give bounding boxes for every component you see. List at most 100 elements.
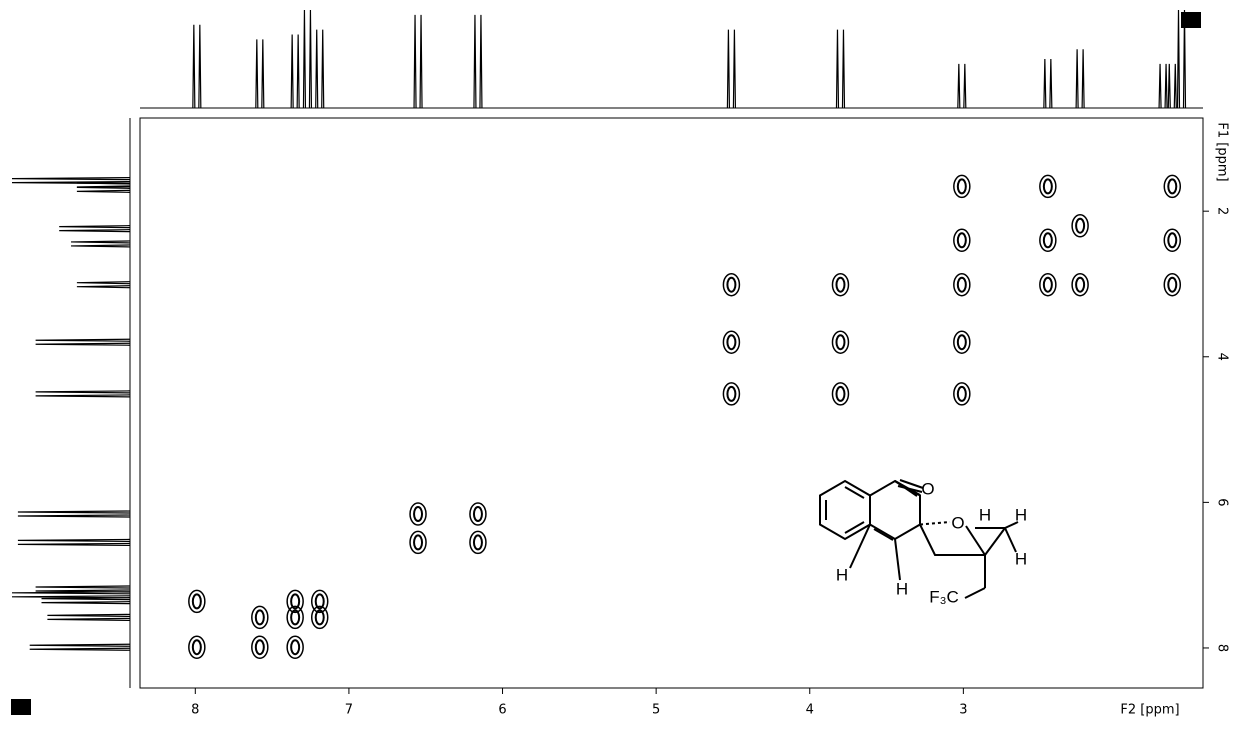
cross-peak-core bbox=[956, 232, 967, 249]
marker-square bbox=[11, 699, 31, 715]
bond bbox=[965, 525, 986, 556]
cross-peak-core bbox=[314, 609, 325, 626]
projection-peak-top bbox=[290, 34, 300, 109]
projection-peak-left bbox=[59, 225, 131, 233]
cross-peak-core bbox=[191, 639, 202, 656]
bold-bond bbox=[919, 524, 985, 556]
cross-peak-core bbox=[191, 593, 202, 610]
cross-peak bbox=[409, 530, 427, 555]
structure-label: O bbox=[921, 479, 934, 498]
cross-peak-core bbox=[726, 276, 737, 293]
cross-peak bbox=[1163, 272, 1182, 297]
cross-peak bbox=[1039, 174, 1057, 199]
cross-peak bbox=[469, 502, 487, 526]
cross-peak bbox=[188, 589, 206, 614]
bond bbox=[844, 521, 865, 534]
cross-peak-core bbox=[1167, 276, 1178, 293]
cross-peak bbox=[1163, 174, 1182, 199]
structure-label: H bbox=[1015, 505, 1027, 524]
cross-peak bbox=[722, 272, 741, 297]
structure-label: F₃C bbox=[929, 587, 959, 606]
bond bbox=[964, 587, 986, 599]
cross-peak-core bbox=[835, 385, 846, 402]
cross-peak bbox=[251, 605, 269, 630]
cross-peak bbox=[831, 272, 850, 297]
cross-peak bbox=[1163, 228, 1182, 253]
projection-peak-left bbox=[17, 538, 131, 547]
bond bbox=[844, 486, 865, 499]
bond bbox=[1004, 527, 1017, 553]
hashed-bond bbox=[919, 521, 951, 526]
cross-peak bbox=[286, 635, 304, 659]
plot-frame bbox=[139, 117, 1204, 689]
bond bbox=[984, 527, 1006, 556]
projection-peak-left bbox=[29, 643, 131, 651]
structure-label: H bbox=[1015, 549, 1027, 568]
cross-peak bbox=[310, 589, 329, 614]
projection-peak-left bbox=[11, 591, 131, 599]
y-tick-label: 2 bbox=[1215, 207, 1230, 215]
projection-peak-left bbox=[35, 390, 131, 398]
cross-peak bbox=[953, 382, 971, 406]
cross-peak bbox=[286, 605, 304, 630]
cross-peak bbox=[469, 530, 487, 555]
cross-peak bbox=[722, 382, 741, 406]
projection-peak-top bbox=[1043, 58, 1053, 109]
cross-peak bbox=[251, 635, 269, 659]
x-axis-label: F2 [ppm] bbox=[1120, 703, 1179, 718]
x-tick-label: 6 bbox=[498, 703, 506, 718]
projection-peak-top bbox=[315, 29, 325, 109]
cross-peak bbox=[722, 330, 741, 354]
cross-peak-core bbox=[1042, 178, 1053, 195]
cross-peak-core bbox=[254, 609, 265, 626]
marker-square bbox=[1181, 12, 1201, 28]
cross-peak-core bbox=[835, 334, 846, 351]
projection-peak-top bbox=[473, 14, 483, 109]
bond bbox=[849, 524, 871, 569]
projection-peak-left bbox=[11, 177, 131, 185]
projection-peak-top bbox=[1167, 63, 1177, 109]
cross-peak-core bbox=[956, 178, 967, 195]
projection-peak-top bbox=[1075, 49, 1085, 109]
cross-peak-core bbox=[314, 593, 325, 610]
cross-peak-core bbox=[472, 506, 483, 523]
cross-peak-core bbox=[726, 385, 737, 402]
projection-peak-top bbox=[1176, 9, 1187, 109]
carbonyl-bond bbox=[899, 479, 924, 489]
y-axis-label: F1 [ppm] bbox=[1215, 122, 1230, 181]
cross-peak bbox=[831, 382, 850, 406]
structure-label: H bbox=[979, 505, 991, 524]
cross-peak-core bbox=[290, 593, 301, 610]
cross-peak bbox=[409, 502, 427, 526]
cross-peak-core bbox=[956, 385, 967, 402]
cross-peak-core bbox=[1075, 276, 1086, 293]
projection-peak-left bbox=[17, 510, 131, 518]
projection-peak-top bbox=[302, 9, 313, 109]
bond bbox=[894, 538, 901, 581]
projection-peak-left bbox=[35, 585, 131, 593]
y-tick-label: 4 bbox=[1215, 353, 1230, 361]
cross-peak-core bbox=[290, 639, 301, 656]
benzene-ring bbox=[819, 479, 871, 541]
projection-peak-left bbox=[35, 338, 131, 346]
cross-peak bbox=[1039, 272, 1057, 297]
projection-peak-top bbox=[835, 29, 846, 109]
cross-peak-core bbox=[956, 276, 967, 293]
cross-peak bbox=[953, 174, 971, 199]
cross-peak bbox=[188, 635, 206, 659]
projection-peak-left bbox=[47, 613, 131, 621]
cross-peak bbox=[1071, 272, 1089, 297]
cross-peak-core bbox=[1167, 178, 1178, 195]
cross-peak-core bbox=[1167, 232, 1178, 249]
x-tick-label: 7 bbox=[345, 703, 353, 718]
cross-peak-core bbox=[1042, 276, 1053, 293]
projection-peak-top bbox=[413, 14, 423, 109]
cross-peak-core bbox=[835, 276, 846, 293]
bond bbox=[873, 528, 894, 541]
y-tick-label: 6 bbox=[1215, 498, 1230, 506]
projection-peak-top bbox=[192, 24, 202, 109]
cross-peak-core bbox=[290, 609, 301, 626]
